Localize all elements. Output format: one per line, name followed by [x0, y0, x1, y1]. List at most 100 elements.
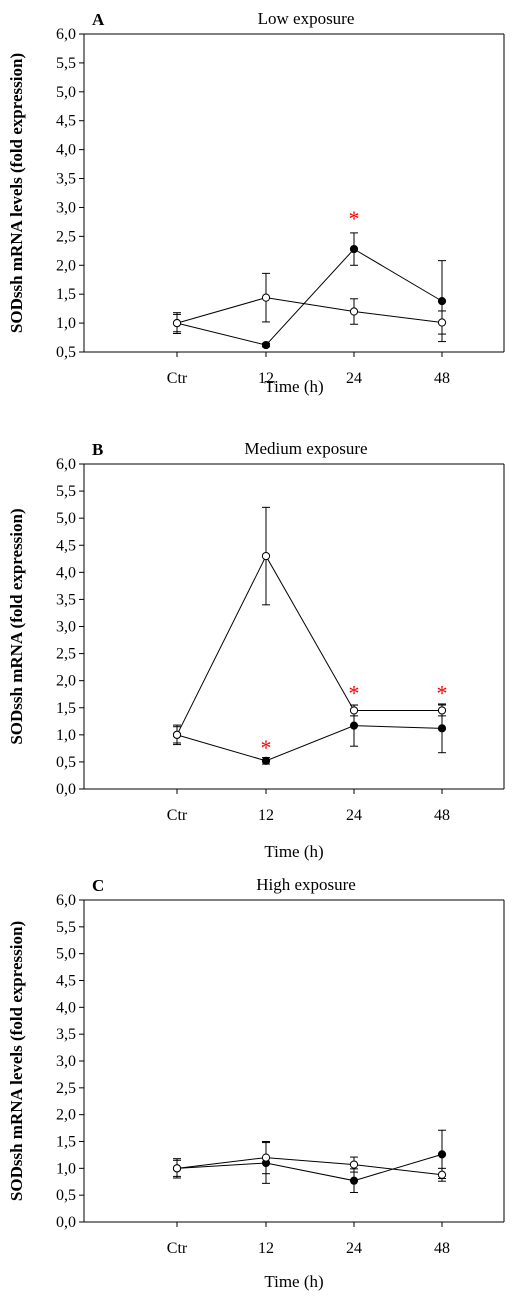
- data-point-filled: [437, 724, 447, 733]
- panel-b: 0,0 0,5 1,0 1,5 2,0 2,5 3,0 3,5 4,0 4,5 5,0 5,5 6,0 C…: [7, 439, 505, 861]
- x-tick-label: Ctr: [167, 370, 188, 387]
- y-tick-label: 3,5: [56, 591, 76, 608]
- data-point-open: [261, 1153, 271, 1162]
- panel-a: 0,5 1,0 1,5 2,0 2,5 3,0 3,5 4,0 4,5 5,0 5,5 6,0 Ctr 1…: [7, 9, 505, 396]
- y-tick-label: 3,0: [56, 619, 76, 636]
- significance-asterisk: *: [261, 735, 272, 760]
- series-open: [172, 1141, 447, 1182]
- y-axis-title: SODssh mRNA levels (fold expression): [7, 53, 26, 333]
- y-tick-label: 5,5: [56, 483, 76, 500]
- x-tick-label: 24: [346, 807, 362, 824]
- data-point-filled: [437, 1150, 447, 1159]
- data-point-open: [261, 551, 271, 561]
- panel-letter: A: [92, 10, 105, 29]
- y-tick-label: 1,5: [56, 286, 76, 303]
- y-tick-label: 1,5: [56, 1134, 76, 1151]
- y-axis-title: SODssh mRNA levels (fold expression): [7, 921, 26, 1201]
- data-point-filled: [349, 1176, 359, 1185]
- y-tick-label: 2,5: [56, 646, 76, 663]
- y-tick-label: 5,0: [56, 946, 76, 963]
- x-tick-label: 48: [434, 1240, 450, 1257]
- y-tick-label: 5,0: [56, 510, 76, 527]
- y-tick-label: 4,5: [56, 113, 76, 130]
- y-tick-label: 2,5: [56, 228, 76, 245]
- y-tick-label: 1,0: [56, 727, 76, 744]
- y-tick-label: 4,5: [56, 973, 76, 990]
- y-tick-label: 1,0: [56, 1160, 76, 1177]
- series-line: [176, 725, 443, 762]
- data-point-filled: [437, 297, 447, 306]
- y-tick-label: 5,0: [56, 84, 76, 101]
- data-point-filled: [349, 721, 359, 730]
- y-tick-label: 4,0: [56, 564, 76, 581]
- y-tick-label: 4,0: [56, 999, 76, 1016]
- series-open: [172, 506, 447, 746]
- data-point-open: [349, 307, 359, 316]
- data-point-filled: [261, 340, 271, 350]
- series-line: [176, 555, 442, 736]
- y-tick-label: 0,5: [56, 754, 76, 771]
- y-tick-label: 3,5: [56, 1026, 76, 1043]
- y-tick-label: 2,0: [56, 673, 76, 690]
- y-tick-label: 2,0: [56, 257, 76, 274]
- x-axis-title: Time (h): [264, 377, 323, 396]
- y-tick-label: 1,5: [56, 700, 76, 717]
- y-tick-label: 6,0: [56, 456, 76, 473]
- series-line: [176, 1153, 443, 1182]
- y-tick-label: 6,0: [56, 892, 76, 909]
- x-tick-label: Ctr: [167, 1240, 188, 1257]
- x-tick-label: 12: [258, 370, 274, 387]
- panel-title: Medium exposure: [244, 439, 367, 458]
- data-point-open: [349, 1160, 359, 1169]
- series-open: [172, 272, 447, 335]
- y-tick-label: 1,0: [56, 315, 76, 332]
- y-tick-label: 5,5: [56, 919, 76, 936]
- data-point-open: [172, 730, 182, 739]
- panel-letter: C: [92, 876, 104, 895]
- y-tick-label: 4,5: [56, 537, 76, 554]
- data-point-open: [261, 293, 271, 302]
- significance-asterisk: *: [349, 206, 360, 231]
- series-filled: [172, 232, 447, 350]
- x-tick-label: 24: [346, 370, 362, 387]
- series-filled: [172, 703, 447, 765]
- significance-asterisk: *: [349, 681, 360, 706]
- y-tick-label: 3,0: [56, 199, 76, 216]
- data-point-open: [437, 318, 447, 327]
- panel-title: Low exposure: [258, 9, 355, 28]
- y-tick-label: 2,5: [56, 1080, 76, 1097]
- y-tick-label: 0,5: [56, 1187, 76, 1204]
- series-line: [176, 297, 443, 324]
- series-line: [176, 248, 443, 346]
- y-tick-label: 0,0: [56, 1214, 76, 1231]
- y-tick-label: 3,5: [56, 171, 76, 188]
- x-tick-label: 48: [434, 370, 450, 387]
- y-tick-label: 4,0: [56, 142, 76, 159]
- data-point-open: [172, 318, 182, 328]
- x-tick-label: 48: [434, 807, 450, 824]
- y-axis-title: SODssh mRNA (fold expression): [7, 508, 26, 744]
- data-point-open: [437, 1170, 447, 1179]
- y-tick-label: 6,0: [56, 26, 76, 43]
- significance-asterisk: *: [437, 681, 448, 706]
- data-point-open: [172, 1164, 182, 1173]
- y-tick-label: 5,5: [56, 55, 76, 72]
- panel-title: High exposure: [256, 875, 356, 894]
- x-tick-label: 24: [346, 1240, 362, 1257]
- panel-c: 0,0 0,5 1,0 1,5 2,0 2,5 3,0 3,5 4,0 4,5 5,0 5,5 6,0 C…: [7, 875, 505, 1291]
- y-tick-label: 0,0: [56, 781, 76, 798]
- panel-letter: B: [92, 440, 103, 459]
- y-tick-label: 3,0: [56, 1053, 76, 1070]
- y-tick-label: 2,0: [56, 1107, 76, 1124]
- data-point-filled: [349, 244, 359, 254]
- series-line: [176, 1157, 443, 1176]
- data-point-open: [349, 706, 359, 715]
- x-tick-label: 12: [258, 1240, 274, 1257]
- x-tick-label: Ctr: [167, 807, 188, 824]
- x-axis-title: Time (h): [264, 842, 323, 861]
- y-tick-label: 0,5: [56, 344, 76, 361]
- x-axis-title: Time (h): [264, 1272, 323, 1291]
- data-point-open: [437, 706, 447, 715]
- x-tick-label: 12: [258, 807, 274, 824]
